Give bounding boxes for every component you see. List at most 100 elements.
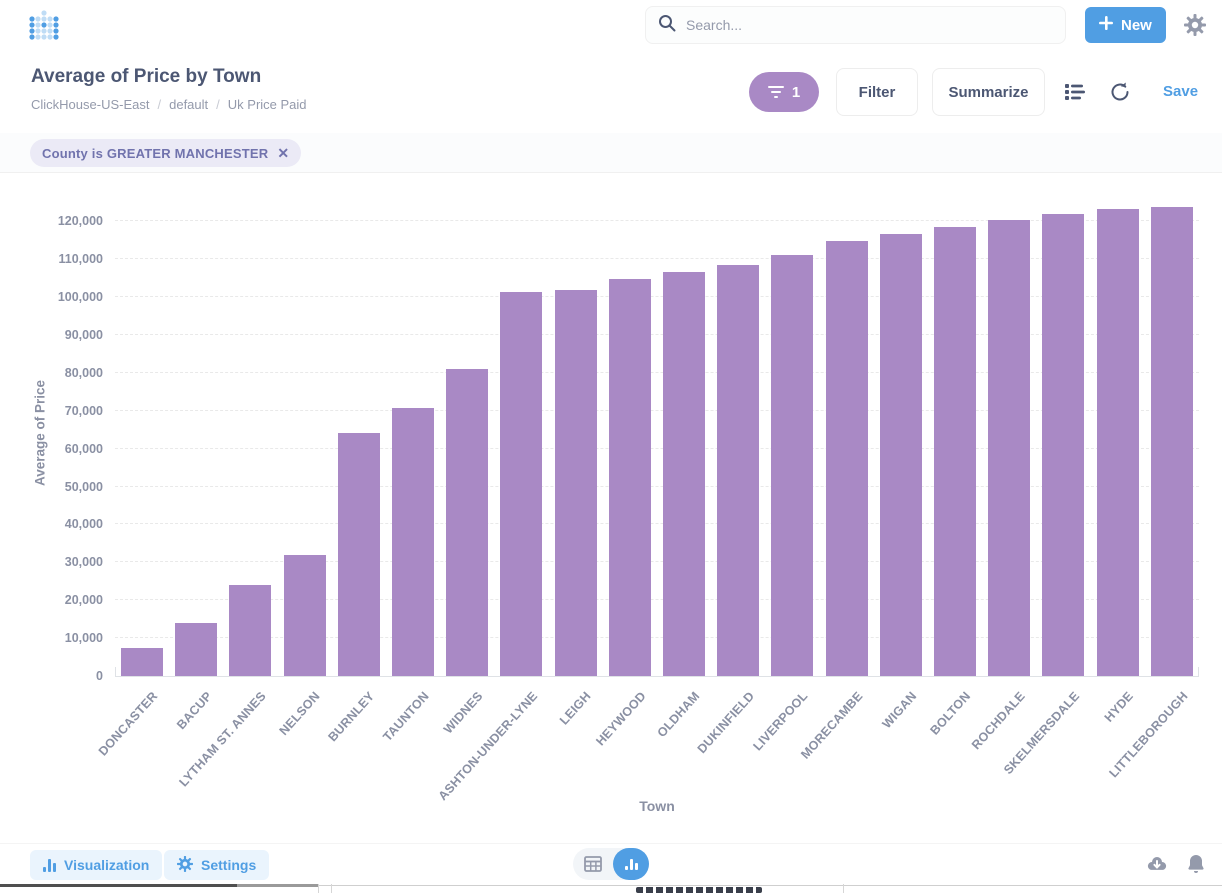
bar-burnley[interactable] <box>337 433 380 676</box>
bar-morecambe[interactable] <box>825 240 868 676</box>
scrollbar-thumb[interactable] <box>0 884 237 887</box>
bar-nelson[interactable] <box>283 555 326 676</box>
divider <box>318 884 319 893</box>
visualization-button[interactable]: Visualization <box>30 850 163 880</box>
x-tick-label: SKELMERSDALE <box>1000 689 1082 778</box>
scrollbar-track <box>237 884 318 887</box>
y-tick-label: 60,000 <box>64 441 103 456</box>
y-tick-label: 120,000 <box>57 214 103 229</box>
filter-button[interactable]: Filter <box>836 68 918 116</box>
page-title: Average of Price by Town <box>31 66 262 87</box>
divider <box>843 884 844 893</box>
y-tick-label: 30,000 <box>64 555 103 570</box>
bar-hyde[interactable] <box>1096 209 1139 676</box>
bell-icon[interactable] <box>1184 852 1208 876</box>
bar-slot <box>820 190 874 676</box>
bar-lytham-st-annes[interactable] <box>229 584 272 676</box>
new-button-label: New <box>1121 16 1152 34</box>
bar-oldham[interactable] <box>663 271 706 676</box>
bar-slot <box>874 190 928 676</box>
bar-slot <box>549 190 603 676</box>
x-tick-label: ASHTON-UNDER-LYNE <box>435 689 540 804</box>
gridline <box>115 637 1199 639</box>
funnel-icon <box>767 86 784 98</box>
bar-wigan[interactable] <box>879 233 922 676</box>
chart-view-icon[interactable] <box>613 848 649 880</box>
y-tick-label: 40,000 <box>64 517 103 532</box>
bar-rochdale[interactable] <box>988 220 1031 676</box>
metabase-logo-icon[interactable] <box>28 9 60 41</box>
settings-button[interactable]: Settings <box>164 850 270 880</box>
filter-count-pill[interactable]: 1 <box>749 72 819 112</box>
search-input[interactable]: Search... <box>645 6 1066 44</box>
breadcrumb-schema[interactable]: default <box>169 97 209 112</box>
bar-heywood[interactable] <box>608 279 651 676</box>
y-tick-label: 0 <box>96 669 103 683</box>
question-header: Average of Price by Town ClickHouse-US-E… <box>0 50 1222 133</box>
x-tick-label: LYTHAM ST. ANNES <box>176 689 269 790</box>
breadcrumb-database[interactable]: ClickHouse-US-East <box>31 97 150 112</box>
refresh-icon[interactable] <box>1109 81 1131 103</box>
bar-slot <box>386 190 440 676</box>
bar-chart: Average of Price 0 10,000 20,000 30,000 40,0… <box>0 173 1222 843</box>
search-icon <box>658 14 676 37</box>
filter-chip-row: County is GREATER MANCHESTER ✕ <box>0 133 1222 173</box>
x-tick-label: BOLTON <box>927 689 974 738</box>
x-tick-label: WIDNES <box>441 689 486 737</box>
summarize-button[interactable]: Summarize <box>932 68 1045 116</box>
y-tick-label: 20,000 <box>64 593 103 608</box>
gridline <box>115 523 1199 525</box>
gridline <box>115 258 1199 260</box>
x-tick-label: BURNLEY <box>325 689 378 745</box>
gridline <box>115 485 1199 487</box>
bar-liverpool[interactable] <box>771 255 814 676</box>
bar-slot <box>494 190 548 676</box>
x-tick-label: WIGAN <box>879 689 920 732</box>
gridline <box>115 371 1199 373</box>
bar-slot <box>278 190 332 676</box>
x-tick-label: MORECAMBE <box>797 689 866 762</box>
bar-slot <box>928 190 982 676</box>
y-tick-label: 90,000 <box>64 327 103 342</box>
x-tick-label: LEIGH <box>557 689 595 728</box>
bar-taunton[interactable] <box>392 408 435 676</box>
bar-slot <box>1036 190 1090 676</box>
bar-bacup[interactable] <box>175 622 218 676</box>
save-button[interactable]: Save <box>1163 83 1199 100</box>
breadcrumb-separator: / <box>216 97 220 112</box>
bar-ashton-under-lyne[interactable] <box>500 291 543 676</box>
y-tick-label: 100,000 <box>57 290 103 304</box>
y-tick-label: 50,000 <box>64 479 103 494</box>
bar-dukinfield[interactable] <box>717 265 760 676</box>
plot-area <box>115 190 1199 677</box>
filter-chip-county[interactable]: County is GREATER MANCHESTER ✕ <box>30 139 302 167</box>
notebook-icon[interactable] <box>1064 81 1086 103</box>
bar-littleborough[interactable] <box>1150 206 1193 676</box>
x-tick-label: OLDHAM <box>654 689 703 741</box>
bar-skelmersdale[interactable] <box>1042 213 1085 676</box>
breadcrumb-table[interactable]: Uk Price Paid <box>227 97 307 112</box>
bar-leigh[interactable] <box>554 289 597 676</box>
download-icon[interactable] <box>1145 853 1169 877</box>
y-tick-label: 10,000 <box>64 631 103 646</box>
new-button[interactable]: New <box>1085 7 1166 43</box>
x-tick-label: TAUNTON <box>380 689 432 744</box>
breadcrumb: ClickHouse-US-East / default / Uk Price … <box>31 97 307 112</box>
settings-gear-icon[interactable] <box>1184 14 1206 36</box>
gridline <box>115 599 1199 601</box>
bar-doncaster[interactable] <box>121 648 164 676</box>
bar-slot <box>169 190 223 676</box>
bar-bolton[interactable] <box>934 227 977 676</box>
x-axis-title: Town <box>639 798 675 814</box>
bar-chart-icon <box>43 858 56 872</box>
bar-slot <box>332 190 386 676</box>
y-tick-label: 110,000 <box>58 252 104 267</box>
bar-slot <box>603 190 657 676</box>
bar-widnes[interactable] <box>446 369 489 676</box>
table-view-icon[interactable] <box>573 856 613 872</box>
bar-slot <box>440 190 494 676</box>
remove-filter-icon[interactable]: ✕ <box>277 145 290 161</box>
visualization-button-label: Visualization <box>64 857 150 873</box>
x-tick-label: ROCHDALE <box>968 689 1028 753</box>
